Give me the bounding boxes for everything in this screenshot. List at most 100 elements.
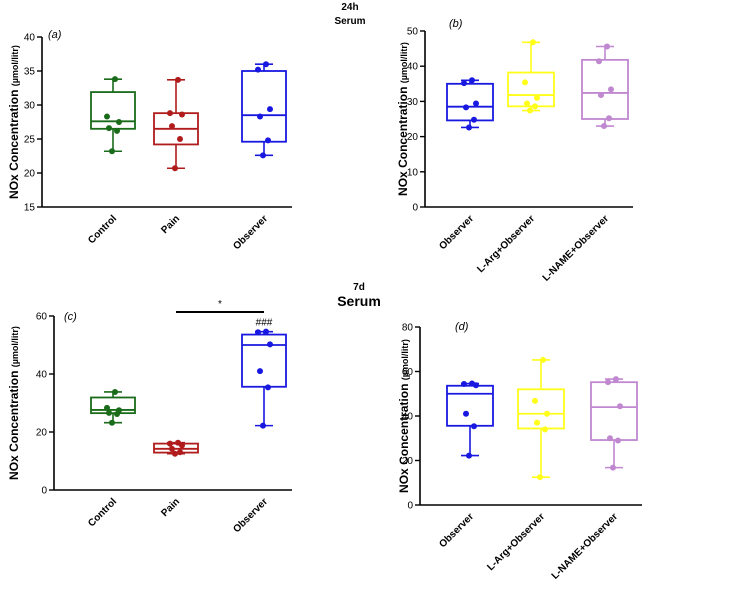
data-point — [263, 328, 269, 335]
data-point — [109, 148, 115, 155]
y-axis-title-main: NOx Concentration — [396, 83, 410, 196]
header-serum-top: Serum — [334, 16, 365, 27]
box-pain — [153, 439, 199, 457]
panel-label: (d) — [455, 321, 469, 333]
panel-b: (b) 0 10 20 30 40 50 NOx Concentration (µmol/li… — [396, 18, 633, 284]
data-point — [534, 94, 540, 101]
data-point — [607, 435, 613, 442]
y-tick-label: 80 — [402, 323, 414, 334]
box-iqr — [90, 91, 136, 130]
y-tick-label: 0 — [412, 203, 418, 214]
y-axis-title-unit: (µmol/litr) — [10, 326, 20, 367]
group-annotation: ### — [256, 318, 273, 329]
data-point — [466, 124, 472, 131]
data-point — [606, 115, 612, 122]
box-iqr — [446, 82, 494, 122]
header-7d: 7d — [353, 282, 365, 293]
panel-label: (c) — [64, 311, 77, 323]
data-point — [179, 111, 185, 118]
y-tick-label: 20 — [24, 169, 36, 180]
box-iqr — [507, 71, 555, 108]
data-point — [167, 110, 173, 117]
header-serum-mid: Serum — [337, 293, 381, 309]
y-tick-label: 30 — [407, 97, 419, 108]
data-point — [104, 113, 110, 120]
data-point — [263, 61, 269, 68]
y-axis-title-main: NOx Concentration — [7, 86, 21, 199]
data-point — [471, 423, 477, 430]
data-point — [112, 76, 118, 83]
data-point — [617, 403, 623, 410]
data-point — [473, 382, 479, 389]
y-tick-label: 0 — [41, 486, 47, 497]
data-point — [255, 66, 261, 73]
data-point — [471, 116, 477, 123]
y-tick-label: 60 — [402, 367, 414, 378]
category-label: L-Arg+Observer — [485, 511, 547, 573]
data-point — [106, 409, 112, 416]
data-point — [265, 137, 271, 144]
data-point — [175, 76, 181, 83]
data-point — [177, 449, 183, 456]
data-point — [257, 113, 263, 120]
data-point — [179, 442, 185, 449]
data-point — [598, 92, 604, 99]
box-pain — [153, 76, 199, 172]
category-label: Control — [86, 496, 119, 529]
data-point — [267, 341, 273, 348]
data-point — [265, 384, 271, 391]
box-iqr — [241, 70, 287, 143]
data-point — [257, 368, 263, 375]
data-point — [466, 452, 472, 459]
data-point — [534, 419, 540, 426]
panel-c: (c) 0 20 40 60 NOx Concentration (µmol/litr) C… — [7, 299, 292, 535]
category-label: Observer — [231, 496, 270, 535]
data-point — [177, 136, 183, 142]
y-tick-label: 15 — [24, 203, 36, 214]
data-point — [267, 106, 273, 113]
category-label: Observer — [437, 213, 476, 252]
y-tick-label: 30 — [24, 101, 36, 112]
y-axis-title: NOx Concentration (µmol/litr) — [7, 45, 21, 199]
y-axis-title-main: NOx Concentration — [7, 367, 21, 480]
data-point — [255, 329, 261, 336]
data-point — [613, 376, 619, 383]
box-iqr — [517, 388, 565, 430]
category-label: Control — [86, 213, 119, 246]
data-point — [109, 419, 115, 426]
box-l-arg-observer — [507, 39, 555, 114]
data-point — [604, 43, 610, 50]
y-tick-label: 40 — [36, 370, 48, 381]
data-point — [461, 380, 467, 387]
y-tick-label: 35 — [24, 67, 36, 78]
box-iqr — [581, 58, 629, 120]
box-iqr — [590, 381, 638, 441]
y-tick-label: 50 — [407, 27, 419, 38]
y-tick-label: 40 — [402, 412, 414, 423]
data-point — [522, 79, 528, 86]
category-label: L-Arg+Observer — [475, 213, 537, 275]
y-tick-label: 20 — [36, 428, 48, 439]
data-point — [167, 440, 173, 447]
panel-label: (a) — [48, 29, 62, 41]
data-point — [530, 39, 536, 46]
data-point — [540, 356, 546, 363]
data-point — [532, 397, 538, 404]
data-point — [605, 379, 611, 386]
significance-label: * — [218, 299, 222, 310]
data-point — [532, 103, 538, 110]
data-point — [169, 445, 175, 452]
data-point — [172, 165, 178, 172]
category-label: Observer — [437, 511, 476, 550]
data-point — [172, 450, 178, 457]
data-point — [473, 100, 479, 107]
category-label: L-NAME+Observer — [550, 511, 621, 582]
y-tick-label: 25 — [24, 135, 36, 146]
data-point — [463, 104, 469, 111]
category-label: L-NAME+Observer — [541, 213, 612, 284]
data-point — [114, 411, 120, 418]
data-point — [524, 100, 530, 107]
data-point — [544, 410, 550, 417]
